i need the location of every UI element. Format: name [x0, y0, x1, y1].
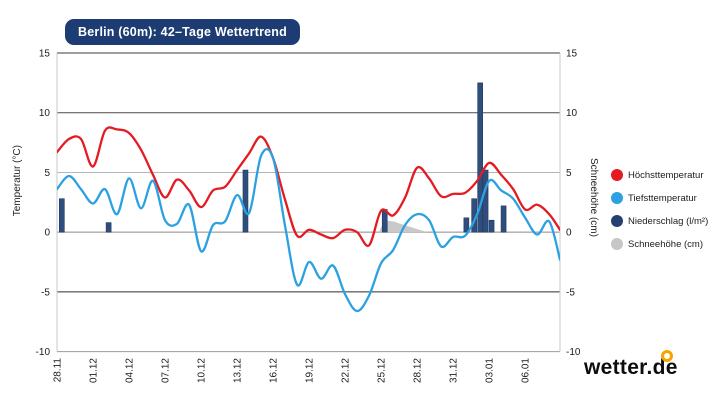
y-axis-label-snowheight: Schneehöhe (cm): [588, 158, 599, 237]
svg-text:31.12: 31.12: [449, 358, 460, 383]
svg-text:06.01: 06.01: [521, 358, 532, 383]
logo-ring-icon: [660, 350, 673, 362]
svg-text:5: 5: [566, 168, 572, 179]
svg-text:15: 15: [566, 49, 578, 60]
legend-label: Tiefsttemperatur: [628, 192, 697, 204]
svg-text:-5: -5: [566, 287, 575, 298]
svg-text:10: 10: [566, 108, 578, 119]
svg-text:19.12: 19.12: [305, 358, 316, 383]
svg-text:0: 0: [44, 228, 50, 239]
svg-text:01.12: 01.12: [89, 358, 100, 383]
legend-label: Höchsttemperatur: [628, 169, 704, 181]
svg-text:-10: -10: [566, 347, 581, 358]
svg-text:-10: -10: [36, 347, 51, 358]
svg-text:22.12: 22.12: [341, 358, 352, 383]
legend-item-precipitation: Niederschlag (l/m²): [611, 215, 708, 227]
svg-text:28.11: 28.11: [53, 358, 64, 383]
svg-text:04.12: 04.12: [125, 358, 136, 383]
svg-text:15: 15: [39, 49, 51, 60]
legend-item-snowheight: Schneehöhe (cm): [611, 238, 708, 250]
y-axis-label-temperature: Temperatur (°C): [12, 145, 23, 217]
svg-text:10.12: 10.12: [197, 358, 208, 383]
page-title: Berlin (60m): 42–Tage Wettertrend: [65, 19, 300, 45]
svg-text:0: 0: [566, 228, 572, 239]
legend-label: Schneehöhe (cm): [628, 238, 703, 250]
svg-text:03.01: 03.01: [485, 358, 496, 383]
svg-text:10: 10: [39, 108, 51, 119]
svg-text:07.12: 07.12: [161, 358, 172, 383]
legend-item-max-temp: Höchsttemperatur: [611, 169, 708, 181]
svg-text:13.12: 13.12: [233, 358, 244, 383]
svg-text:28.12: 28.12: [413, 358, 424, 383]
max-temp-dot-icon: [611, 169, 623, 181]
svg-text:5: 5: [44, 168, 50, 179]
svg-text:25.12: 25.12: [377, 358, 388, 383]
legend-item-min-temp: Tiefsttemperatur: [611, 192, 708, 204]
min-temp-dot-icon: [611, 192, 623, 204]
svg-text:-5: -5: [41, 287, 50, 298]
wetter-de-logo: wetter.de: [584, 350, 678, 380]
legend-label: Niederschlag (l/m²): [628, 215, 709, 227]
logo-text: wetter.de: [584, 356, 678, 379]
snowheight-dot-icon: [611, 238, 623, 250]
svg-text:16.12: 16.12: [269, 358, 280, 383]
legend: Höchsttemperatur Tiefsttemperatur Nieder…: [611, 169, 708, 261]
precipitation-dot-icon: [611, 215, 623, 227]
